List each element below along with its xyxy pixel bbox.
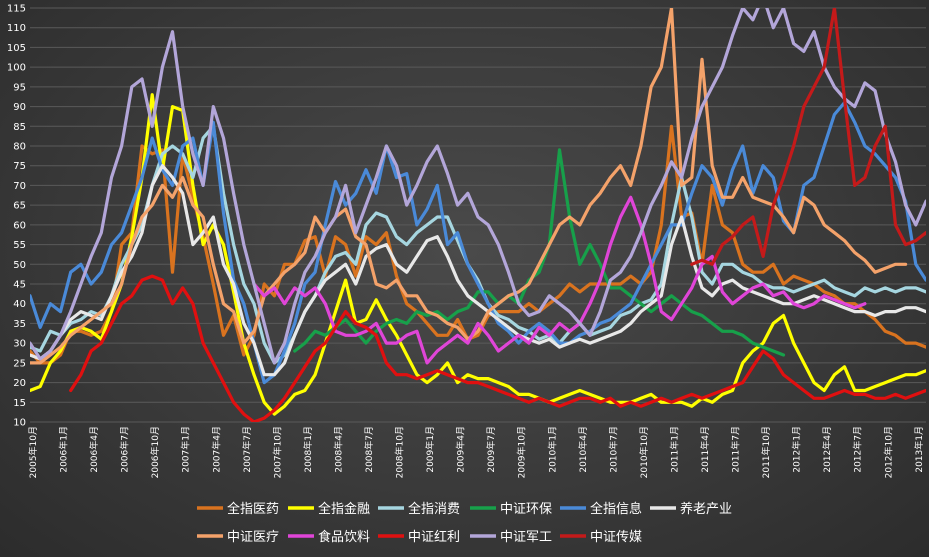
- y-tick-label: 105: [7, 43, 26, 54]
- legend-label: 中证传媒: [590, 530, 642, 545]
- series-line-6: [30, 8, 908, 365]
- series-line-1: [30, 93, 926, 416]
- legend-label: 全指消费: [408, 501, 460, 517]
- y-axis: 10 15 20 25 30 35 40 45 50 55 60 65 70 75 80 85 90 95 100 1…: [7, 4, 26, 429]
- x-tick-label: 2012年7月: [852, 426, 864, 473]
- x-tick-label: 2007年1月: [180, 426, 192, 473]
- x-tick-label: 2006年1月: [58, 426, 70, 473]
- y-tick-label: 90: [13, 102, 26, 113]
- series-line-7: [252, 195, 867, 365]
- x-tick-label: 2012年10月: [882, 426, 894, 478]
- y-tick-label: 25: [13, 358, 26, 369]
- x-tick-label: 2007年7月: [241, 426, 253, 473]
- x-tick-label: 2005年10月: [27, 426, 39, 478]
- y-tick-label: 10: [13, 418, 26, 429]
- x-tick-label: 2011年7月: [730, 426, 742, 473]
- series-line-10: [690, 8, 926, 266]
- x-tick-label: 2008年1月: [302, 426, 314, 473]
- x-tick-label: 2011年10月: [760, 426, 772, 478]
- x-tick-label: 2009年7月: [485, 426, 497, 473]
- x-tick-label: 2006年10月: [149, 426, 161, 478]
- legend-label: 中证环保: [500, 502, 552, 517]
- x-tick-label: 2008年10月: [394, 426, 406, 478]
- legend-label: 食品饮料: [318, 529, 370, 545]
- y-tick-label: 60: [13, 220, 26, 231]
- legend-label: 中证医疗: [227, 530, 279, 545]
- series-line-0: [30, 124, 926, 365]
- y-tick-label: 75: [13, 161, 26, 172]
- y-tick-label: 70: [13, 181, 26, 192]
- series-line-3: [293, 148, 786, 357]
- legend-label: 全指信息: [590, 501, 642, 517]
- x-tick-label: 2009年10月: [516, 426, 528, 478]
- x-tick-label: 2010年1月: [546, 426, 558, 473]
- x-axis: 2005年10月 2006年1月 2006年4月 2006年7月 2006年10月 200…: [27, 426, 925, 478]
- y-tick-label: 15: [13, 398, 26, 409]
- y-tick-label: 35: [13, 319, 26, 330]
- y-tick-label: 100: [7, 63, 26, 74]
- x-tick-label: 2009年1月: [424, 426, 436, 473]
- x-tick-label: 2008年7月: [363, 426, 375, 473]
- x-tick-label: 2012年1月: [791, 426, 803, 473]
- y-tick-label: 40: [13, 299, 26, 310]
- y-tick-label: 65: [13, 201, 26, 212]
- x-tick-label: 2011年4月: [699, 426, 711, 473]
- y-tick-label: 30: [13, 339, 26, 350]
- y-tick-label: 45: [13, 280, 26, 291]
- y-tick-label: 95: [13, 82, 26, 93]
- series-line-5: [30, 164, 926, 377]
- y-tick-label: 55: [13, 240, 26, 251]
- y-tick-label: 80: [13, 142, 26, 153]
- legend-label: 全指金融: [318, 501, 370, 517]
- x-tick-label: 2007年4月: [210, 426, 222, 473]
- series-line-8: [69, 274, 926, 422]
- x-tick-label: 2011年1月: [668, 426, 680, 473]
- x-tick-label: 2007年10月: [271, 426, 283, 478]
- x-tick-label: 2008年4月: [332, 426, 344, 473]
- series-line-2: [30, 124, 926, 365]
- y-tick-label: 50: [13, 260, 26, 271]
- legend-label: 全指医药: [227, 501, 279, 517]
- series-lines: [30, 8, 926, 422]
- x-tick-label: 2006年7月: [119, 426, 131, 473]
- series-line-9: [30, 8, 926, 365]
- legend-label: 养老产业: [680, 501, 732, 517]
- y-tick-label: 20: [13, 378, 26, 389]
- x-tick-label: 2012年4月: [821, 426, 833, 473]
- y-tick-label: 110: [7, 23, 26, 34]
- legend-label: 中证军工: [500, 530, 552, 545]
- y-tick-label: 85: [13, 122, 26, 133]
- x-tick-label: 2006年4月: [88, 426, 100, 473]
- x-tick-label: 2010年4月: [577, 426, 589, 473]
- y-tick-label: 115: [7, 4, 26, 15]
- x-tick-label: 2010年10月: [638, 426, 650, 478]
- x-tick-label: 2009年4月: [455, 426, 467, 473]
- x-tick-label: 2013年1月: [913, 426, 925, 473]
- legend-label: 中证红利: [408, 529, 460, 545]
- x-tick-label: 2010年7月: [607, 426, 619, 473]
